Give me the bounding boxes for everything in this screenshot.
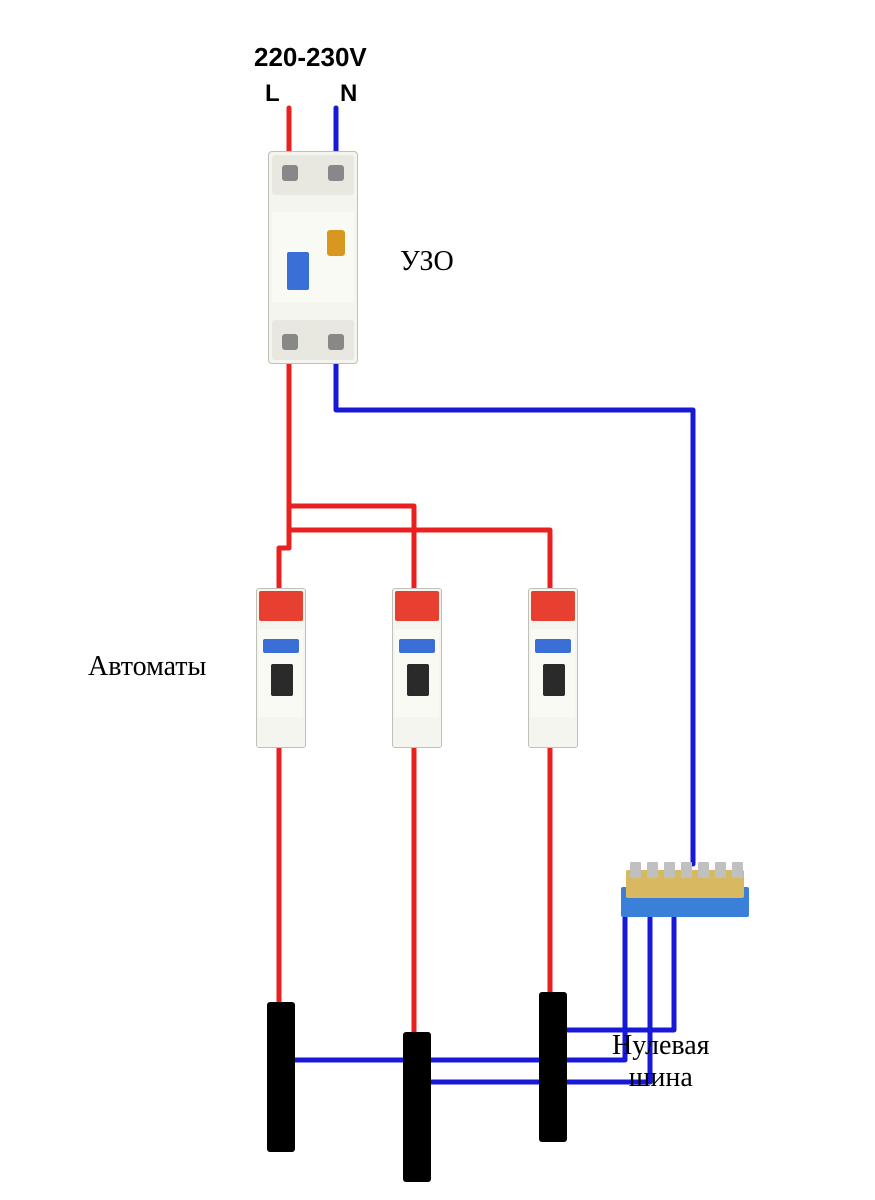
rcd-test-button	[327, 230, 345, 256]
busbar-label-line1: Нулевая	[612, 1030, 710, 1061]
rcd-toggle-switch	[287, 252, 309, 290]
breakers-label: Автоматы	[88, 651, 206, 683]
line-terminal-label: L	[265, 80, 280, 108]
busbar-label-line2: шина	[629, 1062, 693, 1093]
voltage-label: 220-230V	[254, 42, 367, 73]
circuit-breaker-2	[392, 588, 442, 748]
neutral-terminal-label: N	[340, 80, 357, 108]
output-cable-1	[267, 1002, 295, 1152]
output-cable-2	[403, 1032, 431, 1182]
circuit-breaker-3	[528, 588, 578, 748]
rcd-top-terminals	[272, 155, 354, 195]
busbar-label: Нулевая шина	[612, 1030, 710, 1094]
rcd-body	[272, 212, 354, 302]
rcd-label: УЗО	[400, 246, 454, 278]
circuit-breaker-1	[256, 588, 306, 748]
rcd-bottom-terminals	[272, 320, 354, 360]
rcd-device	[268, 151, 358, 364]
wiring-diagram: 220-230V L N УЗО Автоматы Нулевая шина	[0, 0, 875, 1200]
neutral-busbar	[621, 862, 749, 917]
output-cable-3	[539, 992, 567, 1142]
